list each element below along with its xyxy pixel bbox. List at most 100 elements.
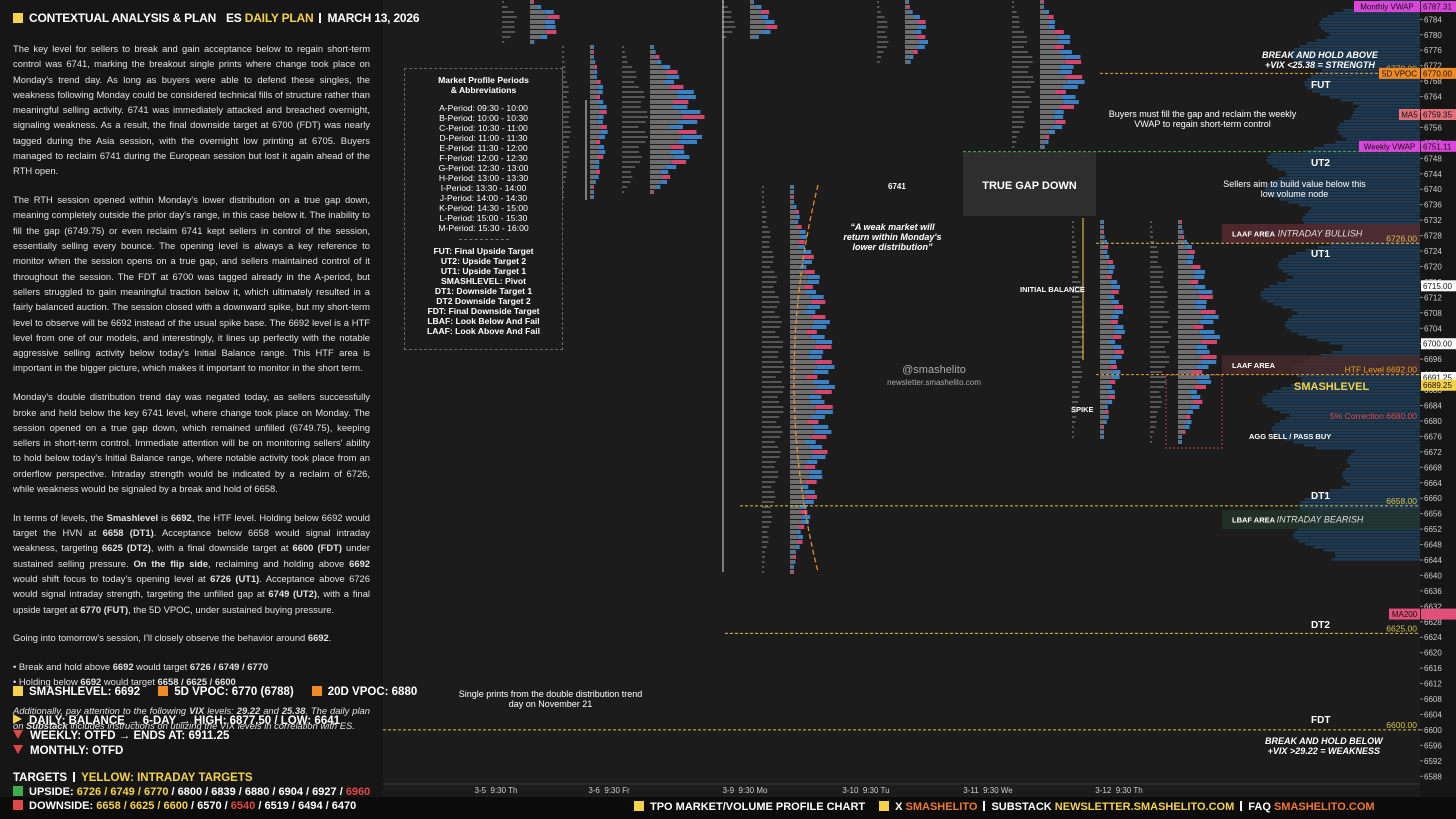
volume-profile-bar — [1302, 216, 1420, 219]
tpo-bar — [750, 10, 762, 14]
tpo-bar — [1100, 415, 1106, 419]
x-tick-label: 3-9 9:30 Mo — [723, 786, 768, 795]
volume-profile-bar — [1319, 24, 1420, 27]
tpo-bar — [547, 15, 560, 19]
text-segment: • Break and hold above — [13, 661, 113, 673]
tpo-bar — [590, 55, 593, 59]
tpo-bar — [1178, 315, 1203, 319]
tpo-bar — [1108, 265, 1115, 269]
tpo-bar — [1111, 290, 1119, 294]
tpo-letters — [622, 191, 624, 193]
bullet: • Holding below 6692 would target 6658 /… — [13, 674, 370, 689]
tpo-bar — [905, 55, 910, 59]
tpo-bar — [660, 170, 669, 174]
tpo-letters — [1150, 276, 1164, 278]
tpo-bar — [792, 570, 794, 574]
volume-profile-bar — [1282, 270, 1420, 273]
tpo-bar — [650, 95, 678, 99]
tpo-letters — [622, 76, 637, 78]
tpo-letters — [1012, 141, 1017, 143]
tpo-bar — [590, 70, 595, 74]
tpo-bar — [790, 355, 810, 359]
tpo-bar — [1178, 340, 1202, 344]
y-tick-label: 6704 — [1424, 324, 1442, 333]
tpo-bar — [1178, 250, 1189, 254]
tpo-letters — [762, 486, 772, 488]
tpo-bar — [799, 230, 806, 234]
tpo-letters — [622, 106, 641, 108]
tpo-bar — [1100, 370, 1113, 374]
tpo-letters — [1072, 371, 1083, 373]
tpo-letters — [722, 16, 732, 18]
tpo-letters — [1150, 311, 1169, 313]
volume-profile-bar — [1343, 477, 1420, 480]
tpo-bar — [1178, 435, 1181, 439]
price-badge-label: 6770.00 — [1423, 69, 1452, 78]
tpo-letters — [1150, 401, 1163, 403]
text-segment: Substack — [26, 720, 68, 732]
tpo-bar — [1112, 345, 1122, 349]
tpo-bar — [907, 5, 910, 9]
tpo-letters — [1012, 71, 1029, 73]
tpo-bar — [1040, 50, 1060, 54]
tpo-bar — [905, 0, 908, 4]
tpo-bar — [790, 515, 803, 519]
tpo-bar — [790, 315, 812, 319]
text-segment: levels: — [204, 704, 237, 716]
tpo-letters — [762, 511, 771, 513]
tpo-bar — [809, 470, 822, 474]
tpo-bar — [1066, 80, 1085, 84]
volume-profile-bar — [1260, 291, 1420, 294]
volume-profile-bar — [1358, 105, 1420, 108]
text-segment: 6692 — [170, 511, 192, 523]
volume-profile-bar — [1280, 387, 1420, 390]
tpo-letters — [562, 66, 566, 68]
tpo-bar — [1100, 320, 1111, 324]
tpo-bar — [790, 510, 801, 514]
tpo-bar — [1040, 85, 1063, 89]
tpo-bar — [652, 190, 654, 194]
target-label: SMASHLEVEL — [1294, 381, 1370, 393]
tpo-letters — [1150, 331, 1169, 333]
volume-profile-bar — [1299, 204, 1420, 207]
tpo-bar — [1114, 330, 1125, 334]
plan-label: DAILY PLAN — [244, 11, 314, 25]
tpo-bar — [806, 375, 818, 379]
tpo-bar — [530, 30, 546, 34]
tpo-bar — [592, 185, 594, 189]
tpo-bar — [1100, 375, 1112, 379]
annotation-line: +VIX >29.22 = WEAKNESS — [1267, 746, 1380, 756]
tpo-letters — [1150, 271, 1164, 273]
tpo-bar — [1060, 105, 1075, 109]
tpo-letters — [762, 306, 777, 308]
volume-profile-bar — [1291, 309, 1420, 312]
tpo-letters — [1072, 416, 1077, 418]
tpo-bar — [1178, 415, 1186, 419]
badge-name-bg — [1389, 608, 1420, 620]
tpo-letters — [502, 21, 515, 23]
tpo-bar — [540, 35, 548, 39]
tpo-bar — [1200, 360, 1217, 364]
volume-profile-bar — [1310, 207, 1420, 210]
volume-profile-bar — [1350, 465, 1420, 468]
volume-profile-bar — [1304, 498, 1420, 501]
tpo-bar — [652, 45, 654, 49]
tpo-bar — [593, 60, 596, 64]
tpo-bar — [1188, 250, 1195, 254]
tpo-letters — [762, 201, 764, 203]
tpo-letters — [622, 146, 639, 148]
volume-profile-bar — [1315, 447, 1420, 450]
tpo-bar — [677, 95, 696, 99]
tpo-bar — [790, 300, 812, 304]
tpo-bar — [650, 165, 666, 169]
tpo-bar — [790, 415, 811, 419]
tpo-bar — [762, 30, 771, 34]
summary-trend: DAILY: BALANCE → 6-DAY → HIGH: 6877.50 /… — [13, 714, 340, 759]
tpo-bar — [1178, 430, 1183, 434]
footer-link[interactable]: SMASHELITO.COM — [1273, 801, 1375, 813]
footer-link[interactable]: NEWSLETTER.SMASHELITO.COM — [1054, 801, 1235, 813]
tpo-bar — [600, 110, 607, 114]
footer-link[interactable]: SMASHELITO — [905, 801, 978, 813]
tpo-bar — [1178, 290, 1199, 294]
tpo-bar — [1102, 435, 1104, 439]
